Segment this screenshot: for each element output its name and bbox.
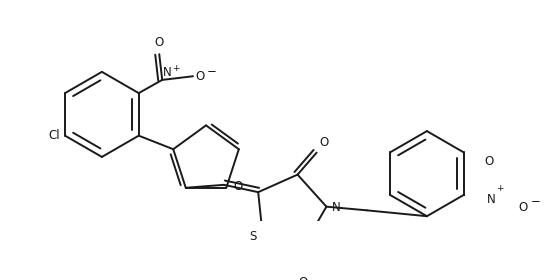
Text: −: −	[207, 65, 217, 78]
Text: O: O	[519, 201, 528, 214]
Text: N: N	[486, 193, 495, 206]
Text: +: +	[496, 185, 503, 193]
Text: N: N	[163, 66, 171, 79]
Text: O: O	[319, 136, 329, 149]
Text: Cl: Cl	[48, 129, 60, 142]
Text: O: O	[234, 180, 243, 193]
Text: −: −	[531, 195, 541, 208]
Text: O: O	[195, 70, 204, 83]
Text: O: O	[298, 276, 307, 280]
Text: +: +	[172, 64, 179, 73]
Text: O: O	[155, 36, 164, 49]
Text: O: O	[484, 155, 493, 168]
Text: N: N	[331, 201, 340, 214]
Text: S: S	[250, 230, 257, 243]
